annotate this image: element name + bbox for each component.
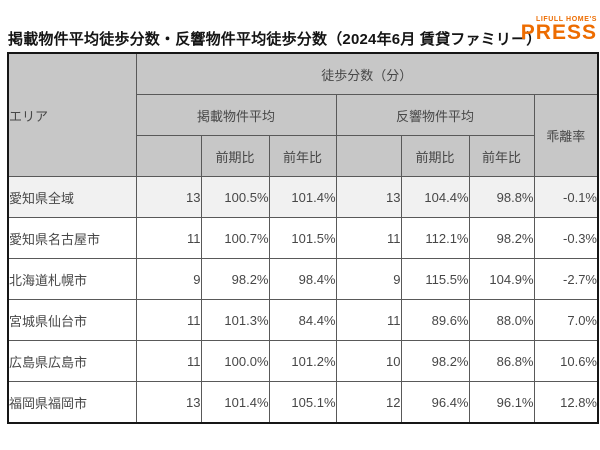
header-row-1: エリア 徒歩分数（分）	[7, 52, 599, 177]
cell-listed-minutes: 13	[135, 381, 202, 424]
header-listed-prev-year-cell: 前年比	[268, 135, 337, 177]
cell-listed-prev-period: 101.4%	[200, 381, 270, 424]
cell-response-prev-period: 115.5%	[400, 258, 470, 300]
header-deviation-rate-cell: 乖離率	[533, 94, 599, 177]
header-row-3: 前期比 前年比 前期比 前年比	[8, 135, 598, 177]
cell-response-minutes: 11	[335, 299, 402, 341]
cell-response-prev-period: 96.4%	[400, 381, 470, 424]
cell-response-prev-year: 104.9%	[468, 258, 535, 300]
header-walk-minutes-cell: 徒歩分数（分）	[135, 52, 599, 95]
header-response-prev-year-cell: 前年比	[468, 135, 535, 177]
cell-area: 愛知県名古屋市	[7, 217, 137, 259]
cell-deviation-rate: 7.0%	[533, 299, 599, 341]
table-row: 愛知県名古屋市 11 100.7% 101.5% 11 112.1% 98.2%…	[7, 217, 599, 259]
cell-response-minutes: 9	[335, 258, 402, 300]
cell-deviation-rate: -0.3%	[533, 217, 599, 259]
cell-listed-prev-period: 101.3%	[200, 299, 270, 341]
header-area-cell: エリア	[7, 52, 137, 177]
header-response-avg-cell: 反響物件平均	[335, 94, 535, 136]
cell-listed-minutes: 11	[135, 299, 202, 341]
cell-listed-prev-year: 101.5%	[268, 217, 337, 259]
cell-deviation-rate: 12.8%	[533, 381, 599, 424]
cell-response-minutes: 13	[335, 176, 402, 218]
cell-deviation-rate: -0.1%	[533, 176, 599, 218]
cell-listed-minutes: 9	[135, 258, 202, 300]
cell-listed-prev-period: 100.0%	[200, 340, 270, 382]
cell-listed-prev-year: 101.2%	[268, 340, 337, 382]
cell-response-prev-period: 98.2%	[400, 340, 470, 382]
cell-listed-prev-period: 100.7%	[200, 217, 270, 259]
cell-listed-prev-period: 98.2%	[200, 258, 270, 300]
cell-listed-prev-year: 98.4%	[268, 258, 337, 300]
table-row: 愛知県全域 13 100.5% 101.4% 13 104.4% 98.8% -…	[7, 176, 599, 218]
cell-area: 福岡県福岡市	[7, 381, 137, 424]
cell-response-minutes: 11	[335, 217, 402, 259]
walk-minutes-table: エリア 徒歩分数（分） 掲載物件平均 反響物件平均 乖離率 前期比 前年比 前期…	[7, 52, 599, 424]
cell-area: 愛知県全域	[7, 176, 137, 218]
cell-response-prev-period: 104.4%	[400, 176, 470, 218]
cell-listed-minutes: 13	[135, 176, 202, 218]
table-row: 福岡県福岡市 13 101.4% 105.1% 12 96.4% 96.1% 1…	[7, 381, 599, 424]
cell-response-prev-year: 98.2%	[468, 217, 535, 259]
table-row: 広島県広島市 11 100.0% 101.2% 10 98.2% 86.8% 1…	[7, 340, 599, 382]
cell-listed-prev-period: 100.5%	[200, 176, 270, 218]
cell-deviation-rate: -2.7%	[533, 258, 599, 300]
cell-response-prev-period: 89.6%	[400, 299, 470, 341]
header-row-2: 掲載物件平均 反響物件平均 乖離率	[8, 94, 599, 177]
cell-response-prev-period: 112.1%	[400, 217, 470, 259]
header-listed-prev-period-cell: 前期比	[200, 135, 270, 177]
cell-response-prev-year: 88.0%	[468, 299, 535, 341]
cell-listed-minutes: 11	[135, 340, 202, 382]
table-row: 宮城県仙台市 11 101.3% 84.4% 11 89.6% 88.0% 7.…	[7, 299, 599, 341]
page-title: 掲載物件平均徒歩分数・反響物件平均徒歩分数（2024年6月 賃貸ファミリー）	[8, 31, 542, 48]
table-row: 北海道札幌市 9 98.2% 98.4% 9 115.5% 104.9% -2.…	[7, 258, 599, 300]
header-response-prev-period-cell: 前期比	[400, 135, 470, 177]
header-listed-minutes-spacer	[135, 135, 202, 177]
logo-brand-text: LIFULL HOME'S	[535, 16, 597, 23]
cell-deviation-rate: 10.6%	[533, 340, 599, 382]
cell-response-prev-year: 86.8%	[468, 340, 535, 382]
cell-response-prev-year: 96.1%	[468, 381, 535, 424]
header-listed-avg-cell: 掲載物件平均	[135, 94, 337, 136]
cell-listed-prev-year: 101.4%	[268, 176, 337, 218]
cell-area: 広島県広島市	[7, 340, 137, 382]
lifull-homes-press-logo: LIFULL HOME'S PRESS	[520, 16, 597, 44]
header-response-minutes-spacer	[335, 135, 402, 177]
cell-response-minutes: 12	[335, 381, 402, 424]
cell-response-prev-year: 98.8%	[468, 176, 535, 218]
cell-listed-minutes: 11	[135, 217, 202, 259]
cell-listed-prev-year: 84.4%	[268, 299, 337, 341]
cell-listed-prev-year: 105.1%	[268, 381, 337, 424]
logo-press-text: PRESS	[520, 21, 597, 44]
cell-response-minutes: 10	[335, 340, 402, 382]
cell-area: 宮城県仙台市	[7, 299, 137, 341]
cell-area: 北海道札幌市	[7, 258, 137, 300]
